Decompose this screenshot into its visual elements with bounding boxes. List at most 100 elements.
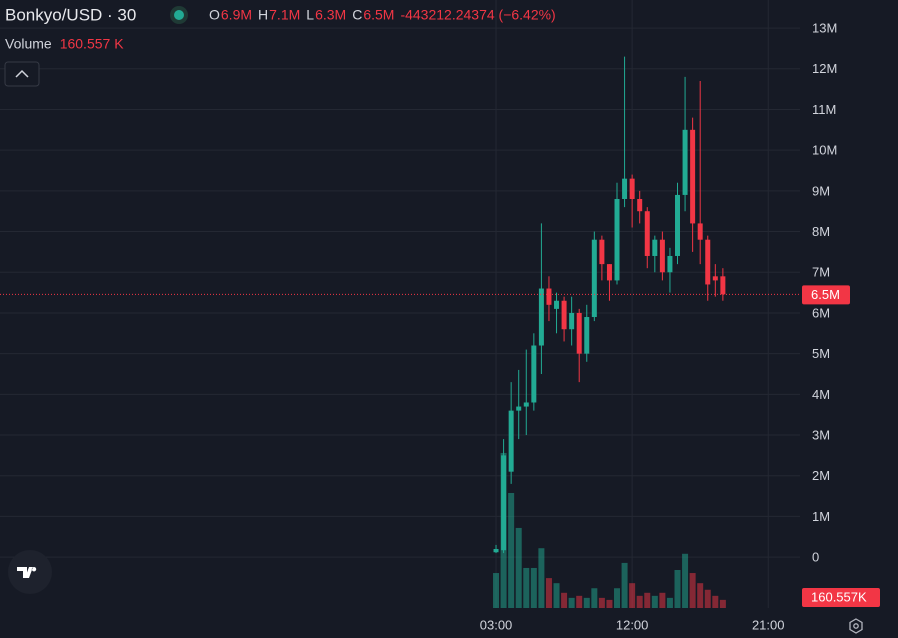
volume-bar — [493, 573, 500, 608]
candle-body — [637, 199, 643, 212]
volume-bar — [591, 588, 598, 608]
candle-body — [606, 264, 612, 281]
candle-body — [629, 178, 635, 200]
y-tick-label: 3M — [812, 427, 830, 442]
candle-body — [652, 239, 658, 256]
volume-bar — [515, 527, 522, 608]
ohlc-key: C — [352, 7, 362, 23]
price-tag: 6.5M — [811, 287, 840, 302]
candle-body — [622, 178, 628, 200]
candle-body — [712, 276, 718, 281]
change: -443212.24374 (−6.42%) — [400, 7, 555, 23]
volume-bar — [651, 595, 658, 608]
volume-bar — [674, 570, 681, 608]
y-tick-label: 5M — [812, 346, 830, 361]
settings-icon[interactable] — [849, 618, 863, 634]
candle-body — [501, 455, 507, 551]
volume-bar — [621, 562, 628, 608]
volume-bar — [523, 567, 530, 608]
y-tick-label: 6M — [812, 305, 830, 320]
ohlc-value: 6.5M — [363, 7, 394, 23]
volume-bar — [712, 595, 719, 608]
y-tick-label: 8M — [812, 224, 830, 239]
volume-bar — [545, 578, 552, 608]
candle-body — [554, 300, 560, 309]
candle-body — [516, 406, 522, 411]
legend: Bonkyo/USD · 30 O 6.9M H 7.1M L 6.3M C 6.5M -4432… — [5, 5, 556, 51]
candle-body — [705, 239, 711, 285]
volume-bar — [666, 597, 673, 608]
volume-bar — [689, 573, 696, 608]
price-tag-bg — [802, 285, 850, 305]
symbol: Bonkyo/USD · 30 — [5, 5, 136, 24]
volume-bar — [568, 597, 575, 608]
volume-bar — [553, 583, 560, 608]
y-tick-label: 7M — [812, 265, 830, 280]
candle-body — [538, 288, 544, 346]
volume-bar — [598, 597, 605, 608]
ohlc-value: 6.9M — [221, 7, 252, 23]
candle-body — [591, 239, 597, 318]
volume-bar — [538, 548, 545, 608]
collapse-icon — [15, 69, 29, 78]
volume-bar — [576, 595, 583, 608]
volume-bar — [697, 583, 704, 608]
volume-tag-bg — [802, 588, 880, 607]
volume-bar — [644, 592, 651, 608]
candle-body — [659, 239, 665, 273]
settings-center — [853, 623, 859, 629]
volume-bar — [614, 588, 621, 608]
volume-tag: 160.557K — [811, 589, 867, 604]
candle-body — [720, 276, 726, 295]
volume-bar — [719, 599, 726, 608]
volume-bar — [704, 589, 711, 608]
y-tick-label: 1M — [812, 509, 830, 524]
candle-body — [493, 548, 499, 553]
collapse-button[interactable] — [4, 61, 40, 87]
volume-bar — [561, 592, 568, 608]
volume-bar — [636, 595, 643, 608]
volume-label: Volume — [5, 36, 52, 52]
y-tick-label: 11M — [812, 102, 836, 117]
y-tick-label: 2M — [812, 468, 830, 483]
candle-body — [675, 194, 681, 256]
candle-body — [584, 317, 590, 354]
volume-bar — [682, 553, 689, 608]
candle-body — [697, 223, 703, 240]
volume-bar — [629, 583, 636, 608]
x-tick-label: 03:00 — [480, 617, 513, 632]
ohlc-key: O — [209, 7, 220, 23]
logo-mark — [17, 567, 37, 578]
y-tick-label: 13M — [812, 21, 837, 36]
volume-bar — [583, 597, 590, 608]
candle-body — [614, 199, 620, 281]
volume-bar — [606, 599, 613, 608]
ohlc-value: 7.1M — [269, 7, 300, 23]
x-tick-label: 21:00 — [752, 617, 785, 632]
y-tick-label: 0 — [812, 550, 819, 565]
candle-body — [599, 239, 605, 265]
candle-body — [682, 129, 688, 195]
candle-body — [667, 255, 673, 273]
candle-layer — [0, 56, 800, 554]
axes: 0 1M 2M 3M 4M 5M 6M 7M 8M 9M 10M 11M 12M 13M 03:00 12:0… — [480, 21, 880, 632]
candle-body — [531, 345, 537, 403]
ohlc-key: H — [258, 7, 268, 23]
y-tick-label: 4M — [812, 387, 830, 402]
ohlc-value: 6.3M — [315, 7, 346, 23]
candle-body — [576, 312, 582, 354]
candle-body — [569, 312, 575, 330]
volume-bar — [659, 592, 666, 608]
y-tick-label: 10M — [812, 143, 837, 158]
ohlc-key: L — [306, 7, 314, 23]
status-dot — [174, 10, 184, 20]
y-tick-label: 12M — [812, 61, 837, 76]
candle-body — [546, 288, 552, 305]
volume-bar — [508, 492, 515, 608]
candle-body — [561, 300, 567, 330]
grid — [0, 0, 800, 608]
volume-value: 160.557 K — [60, 36, 124, 52]
